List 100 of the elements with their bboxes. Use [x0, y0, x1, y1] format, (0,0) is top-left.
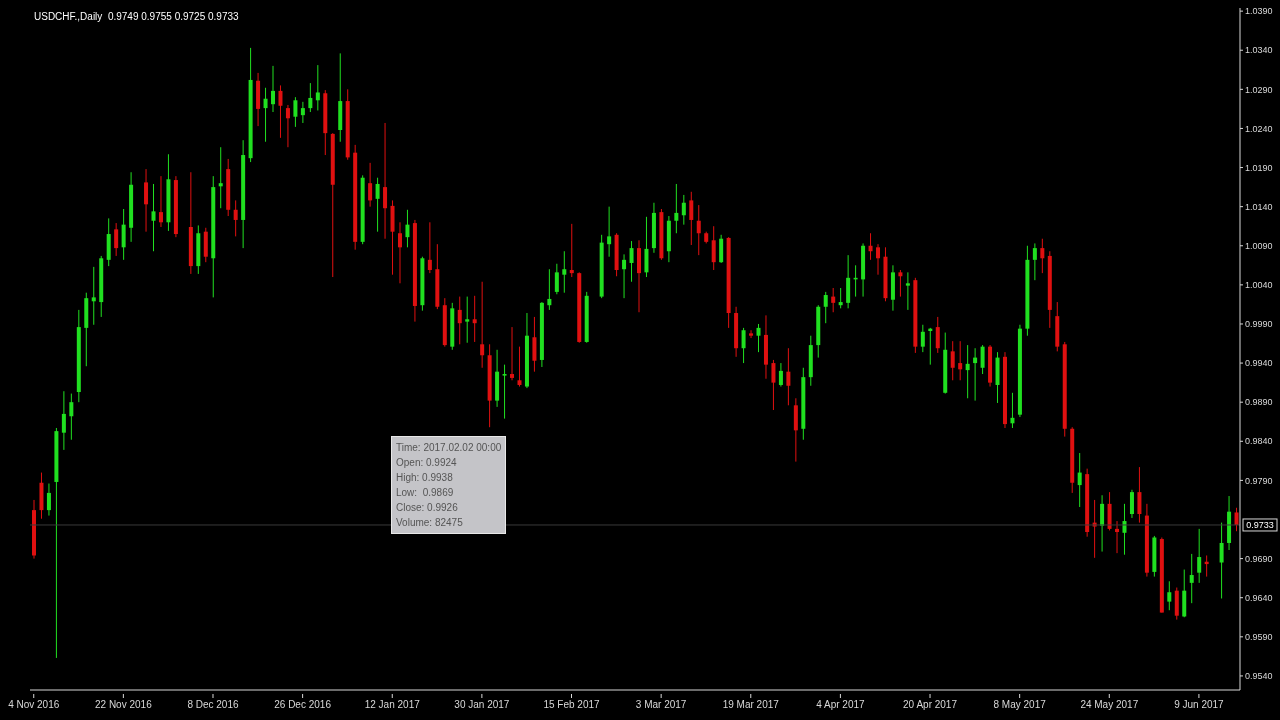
candlestick — [920, 324, 925, 353]
candlestick — [517, 346, 522, 388]
y-tick-label: 0.9540 — [1245, 671, 1273, 682]
candlestick — [1077, 452, 1082, 508]
candlestick — [218, 146, 223, 209]
candlestick — [465, 296, 470, 344]
y-tick-label: 0.9990 — [1245, 319, 1273, 330]
candlestick — [1032, 242, 1037, 281]
candlestick — [778, 362, 783, 388]
x-tick-label: 20 Apr 2017 — [903, 699, 958, 710]
candlestick — [674, 183, 679, 234]
y-tick-label: 1.0390 — [1245, 6, 1273, 17]
x-tick-label: 9 Jun 2017 — [1174, 699, 1225, 710]
chart-title: USDCHF.,Daily 0.9749 0.9755 0.9725 0.9733 — [34, 11, 239, 22]
x-tick-label: 4 Nov 2016 — [8, 699, 60, 710]
x-tick-label: 15 Feb 2017 — [543, 699, 601, 710]
y-tick-label: 1.0190 — [1245, 162, 1273, 173]
candlestick — [383, 122, 388, 240]
annotation: Time: 2017.02.02 00:00 Open: 0.9924 High: 0.9938 Low: 0.9869 Close: 0.9926 Volume: 82475 — [396, 441, 502, 530]
x-tick-label: 8 Dec 2016 — [187, 699, 239, 710]
candlestick — [1137, 466, 1142, 524]
x-tick-label: 26 Dec 2016 — [274, 699, 332, 710]
x-tick-label: 24 May 2017 — [1080, 699, 1139, 710]
candlestick — [532, 316, 537, 373]
candlestick — [771, 359, 776, 411]
candlestick — [644, 216, 649, 278]
y-tick-label: 0.9890 — [1245, 397, 1273, 408]
candlestick — [554, 263, 559, 295]
candlestick — [271, 65, 276, 113]
candlestick — [1197, 528, 1202, 584]
candlestick — [838, 287, 843, 309]
candlestick — [1040, 238, 1045, 274]
x-tick-label: 8 May 2017 — [993, 699, 1047, 710]
ref-line-label: 0.9733 — [1246, 520, 1274, 531]
candlestick — [629, 240, 634, 283]
y-tick-label: 0.9840 — [1245, 436, 1273, 447]
candlestick — [973, 347, 978, 402]
candlestick — [831, 287, 836, 313]
x-tick-label: 19 Mar 2017 — [722, 699, 780, 710]
candlestick — [293, 96, 298, 128]
candlestick — [278, 84, 283, 139]
candlestick — [950, 340, 955, 381]
candlestick — [158, 175, 163, 228]
candlestick — [1167, 580, 1172, 611]
y-tick-label: 0.9640 — [1245, 592, 1273, 603]
candlestick — [756, 323, 761, 353]
candlestick — [965, 344, 970, 399]
y-tick-label: 1.0140 — [1245, 201, 1273, 212]
candlestick — [315, 64, 320, 111]
candlestick — [510, 326, 515, 381]
candlestick — [719, 234, 724, 264]
candlestick — [151, 183, 156, 252]
candlestick — [233, 199, 238, 237]
candlestick — [1115, 520, 1120, 554]
x-tick-label: 3 Mar 2017 — [635, 699, 687, 710]
candlestick — [1129, 489, 1134, 519]
candlestick — [1100, 494, 1105, 553]
candlestick — [121, 208, 126, 261]
x-tick-label: 30 Jan 2017 — [454, 699, 510, 710]
x-tick-label: 4 Apr 2017 — [816, 699, 866, 710]
candlestick — [681, 194, 686, 226]
y-tick-label: 0.9790 — [1245, 475, 1273, 486]
candlestick — [905, 271, 910, 311]
y-tick-label: 1.0240 — [1245, 123, 1273, 134]
candlestick — [472, 295, 477, 343]
candlestick — [46, 483, 51, 517]
x-tick-label: 22 Nov 2016 — [95, 699, 153, 710]
candlestick — [502, 364, 507, 420]
candlestick — [868, 232, 873, 261]
candlestick — [898, 269, 903, 298]
candlestick — [622, 253, 627, 299]
candlestick — [91, 266, 96, 326]
x-tick-label: 12 Jan 2017 — [364, 699, 421, 710]
candlestick — [1234, 507, 1239, 532]
candlestick — [285, 104, 290, 148]
candlestick — [308, 82, 313, 113]
y-tick-label: 1.0340 — [1245, 45, 1273, 56]
candlestick — [980, 344, 985, 375]
candlestick — [935, 316, 940, 354]
candlestick — [61, 390, 66, 451]
y-tick-label: 1.0040 — [1245, 280, 1273, 291]
y-tick-label: 1.0290 — [1245, 84, 1273, 95]
candlestick — [457, 296, 462, 345]
candlestick — [711, 225, 716, 271]
candlestick — [749, 329, 754, 339]
candlestick — [607, 206, 612, 258]
candlestick — [144, 168, 149, 233]
candlestick — [786, 347, 791, 406]
candlestick — [958, 340, 963, 381]
y-tick-label: 0.9590 — [1245, 632, 1273, 643]
candlestick — [696, 204, 701, 256]
candlestick — [741, 327, 746, 364]
y-tick-label: 1.0090 — [1245, 240, 1273, 251]
candlestick — [375, 177, 380, 233]
candlestick — [480, 281, 485, 369]
candlestick — [427, 221, 432, 274]
y-tick-label: 0.9690 — [1245, 553, 1273, 564]
candlestick — [1189, 553, 1194, 604]
candlestick — [114, 222, 119, 257]
candlestick — [689, 191, 694, 246]
